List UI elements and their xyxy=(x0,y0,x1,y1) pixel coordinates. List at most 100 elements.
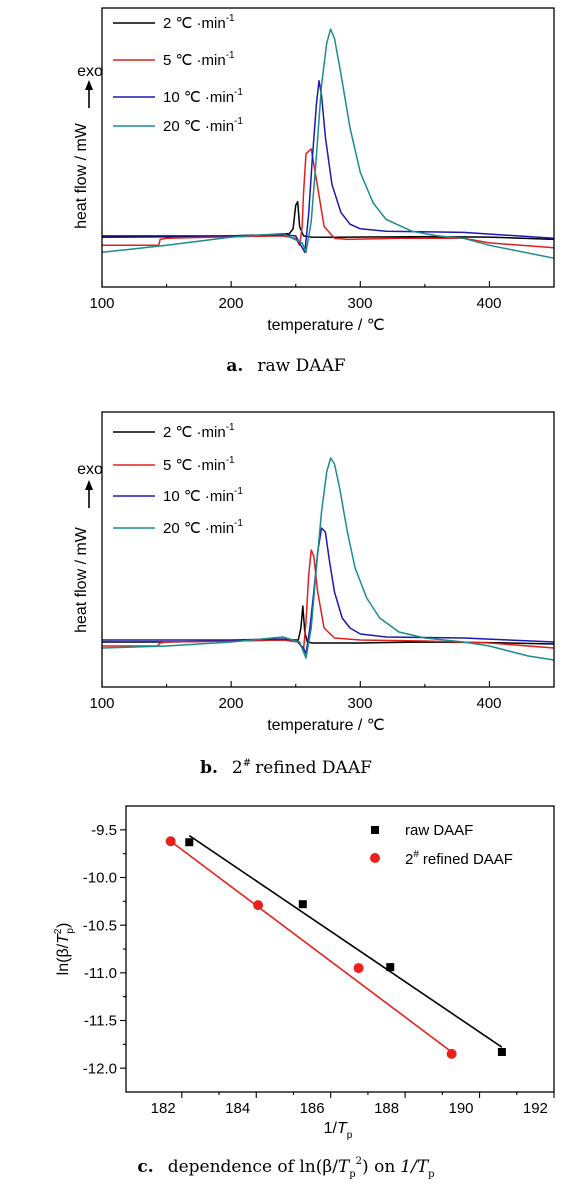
panel-c-ytick--10.5: -10.5 xyxy=(83,917,117,934)
panel-b-caption-letter: b. xyxy=(200,758,218,778)
panel-b-exo-label: exo xyxy=(77,461,103,478)
panel-a-legend-name-2: 2 ℃ ·min xyxy=(163,15,226,32)
panel-c: 182 184 186 188 190 192 -9.5 -10.0 -10.5… xyxy=(53,805,555,1180)
panel-c-caption-inv: 1/ xyxy=(400,1157,419,1177)
panel-b-plot-frame xyxy=(101,411,555,688)
panel-c-y-axis-label: ln(β/T2p) xyxy=(53,923,76,976)
panel-c-ylabel-sub: p xyxy=(65,928,76,934)
panel-a-legend-label-2: 2 ℃ ·min-1 xyxy=(163,13,235,32)
panel-a-series-line-3 xyxy=(101,28,555,259)
panel-a-curves xyxy=(101,28,555,259)
panel-c-xlabel-T: T xyxy=(337,1120,348,1137)
panel-b-y-axis-label: heat flow / mW xyxy=(73,526,90,633)
panel-b-legend-label-20: 20 ℃ ·min-1 xyxy=(163,518,243,537)
panel-b-legend-sup-5: -1 xyxy=(226,455,235,466)
panel-c-caption-T: T xyxy=(338,1157,351,1177)
panel-c-points xyxy=(165,836,506,1059)
panel-c-xtick-190: 190 xyxy=(448,1100,473,1117)
panel-c-caption: c. dependence of ln(β/Tp2) on 1/Tp xyxy=(137,1156,434,1180)
panel-c-xlabel-main: 1/ xyxy=(324,1120,338,1137)
panel-a-legend-sup-5: -1 xyxy=(226,50,235,61)
panel-c-ylabel-sup: 2 xyxy=(53,928,64,934)
panel-a-exo-label: exo xyxy=(77,63,103,80)
panel-a-series-line-2 xyxy=(102,80,555,254)
panel-c-point-1-3 xyxy=(446,1048,457,1059)
panel-b-series-line-1 xyxy=(102,549,555,651)
panel-b-series-line-3 xyxy=(101,457,555,661)
panel-c-fit-line-1 xyxy=(170,840,453,1053)
panel-c-caption-sub: p xyxy=(349,1169,355,1180)
panel-c-xtick-192: 192 xyxy=(523,1100,548,1117)
panel-b-legend: 2 ℃ ·min-1 5 ℃ ·min-1 10 ℃ ·min-1 20 ℃ ·… xyxy=(113,422,243,537)
panel-c-ytick--10.0: -10.0 xyxy=(83,870,117,887)
panel-b-caption-text: refined DAAF xyxy=(255,758,372,778)
panel-b-exo-arrow-head xyxy=(85,480,93,490)
panel-c-caption-text-b: ) on xyxy=(362,1157,395,1177)
panel-c-ylabel-b: ) xyxy=(55,923,72,928)
panel-c-xlabel-sub: p xyxy=(347,1130,353,1141)
panel-a-exo-arrow-head xyxy=(85,80,93,90)
panel-c-caption-sup: 2 xyxy=(356,1156,362,1167)
panel-c-point-0-2 xyxy=(386,963,395,972)
panel-a-xtick-200: 200 xyxy=(218,295,243,312)
panel-c-x-axis-label: 1/Tp xyxy=(324,1120,353,1141)
panel-b-xtick-100: 100 xyxy=(89,695,114,712)
panel-c-legend-sup-refined: # xyxy=(413,849,419,860)
panel-b-legend-label-2: 2 ℃ ·min-1 xyxy=(163,422,235,441)
panel-a-y-axis-label: heat flow / mW xyxy=(73,122,90,229)
panel-a-caption: a. raw DAAF xyxy=(226,356,345,376)
panel-c-fit-line-0 xyxy=(188,834,503,1048)
panel-a-legend-sup-2: -1 xyxy=(226,13,235,24)
panel-b-legend-label-5: 5 ℃ ·min-1 xyxy=(163,455,235,474)
panel-c-ytick--11.5: -11.5 xyxy=(84,1013,117,1030)
panel-c-legend-prefix-refined: 2 xyxy=(405,851,413,868)
panel-c-xtick-188: 188 xyxy=(374,1100,399,1117)
panel-c-point-0-0 xyxy=(185,838,194,847)
panel-b-caption-sup: # xyxy=(243,758,251,769)
panel-c-xtick-184: 184 xyxy=(225,1100,250,1117)
panel-a-plot-frame xyxy=(101,7,555,288)
panel-a-xtick-100: 100 xyxy=(89,295,114,312)
panel-a-legend-label-20: 20 ℃ ·min-1 xyxy=(163,116,243,135)
panel-c-xtick-182: 182 xyxy=(151,1100,176,1117)
panel-c-point-1-0 xyxy=(165,836,176,847)
panel-a-legend: 2 ℃ ·min-1 5 ℃ ·min-1 10 ℃ ·min-1 20 ℃ ·… xyxy=(113,13,243,135)
panel-c-point-0-1 xyxy=(298,900,307,909)
panel-b-xtick-400: 400 xyxy=(476,695,501,712)
panel-b-series-line-2 xyxy=(102,527,555,655)
panel-b-legend-name-10: 10 ℃ ·min xyxy=(163,488,234,505)
panel-c-plot-frame xyxy=(125,805,555,1093)
panel-c-legend-marker-refined xyxy=(370,853,380,863)
panel-a-xtick-300: 300 xyxy=(347,295,372,312)
panel-c-ytick--12.0: -12.0 xyxy=(83,1060,117,1077)
panel-b-caption: b. 2# refined DAAF xyxy=(200,758,372,778)
panel-c-legend: raw DAAF 2# refined DAAF xyxy=(370,822,513,868)
panel-a-xtick-400: 400 xyxy=(476,295,501,312)
panel-c-point-1-1 xyxy=(253,900,264,911)
panel-b-legend-name-5: 5 ℃ ·min xyxy=(163,457,226,474)
panel-c-caption-sub2: p xyxy=(428,1169,434,1180)
panel-c-ylabel-T: T xyxy=(55,933,72,944)
panel-c-caption-letter: c. xyxy=(137,1157,153,1177)
panel-c-caption-text-a: dependence of ln(β/ xyxy=(168,1157,338,1177)
panel-b: 100 200 300 400 temperature / ℃ heat flo… xyxy=(73,411,555,778)
panel-b-legend-sup-20: -1 xyxy=(234,518,243,529)
panel-b-xtick-200: 200 xyxy=(218,695,243,712)
panel-a-legend-name-20: 20 ℃ ·min xyxy=(163,118,234,135)
panel-b-xtick-300: 300 xyxy=(347,695,372,712)
panel-c-point-1-2 xyxy=(353,963,364,974)
panel-a: 100 200 300 400 temperature / ℃ heat flo… xyxy=(73,7,555,376)
panel-b-legend-name-2: 2 ℃ ·min xyxy=(163,424,226,441)
panel-c-legend-marker-raw xyxy=(371,826,379,834)
panel-b-caption-prefix: 2 xyxy=(232,758,243,778)
panel-c-ytick--11.0: -11.0 xyxy=(84,965,117,982)
panel-b-legend-sup-10: -1 xyxy=(234,486,243,497)
panel-c-legend-label-refined: 2# refined DAAF xyxy=(405,849,513,868)
panel-b-x-ticks xyxy=(101,681,555,687)
panel-b-curves xyxy=(101,457,555,661)
panel-c-fit-lines xyxy=(170,834,503,1053)
panel-a-x-ticks xyxy=(101,281,555,287)
panel-b-legend-sup-2: -1 xyxy=(226,422,235,433)
panel-c-ytick--9.5: -9.5 xyxy=(91,822,117,839)
